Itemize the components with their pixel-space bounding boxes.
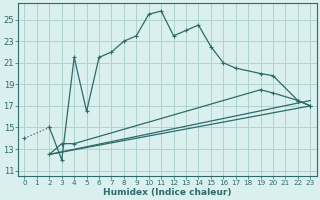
X-axis label: Humidex (Indice chaleur): Humidex (Indice chaleur) [103,188,232,197]
